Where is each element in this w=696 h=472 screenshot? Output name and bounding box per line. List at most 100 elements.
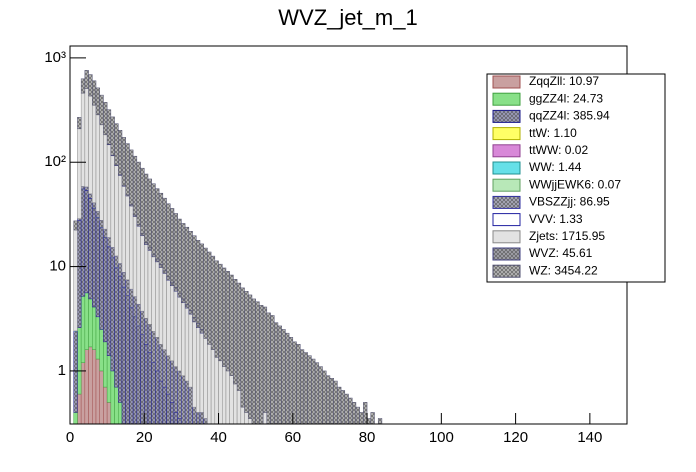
- histogram-bar: [170, 285, 175, 362]
- histogram-bar: [240, 406, 245, 425]
- histogram-bar: [196, 323, 201, 328]
- legend-box: [486, 73, 666, 283]
- histogram-bar: [151, 331, 156, 363]
- histogram-bar: [99, 220, 104, 228]
- histogram-bar: [114, 255, 119, 268]
- y-tick-label: 10³: [44, 49, 66, 66]
- histogram-bar: [136, 304, 141, 326]
- histogram-bar: [325, 375, 331, 425]
- histogram-bar: [177, 293, 182, 298]
- legend-swatch: [492, 195, 521, 209]
- histogram-bar: [296, 344, 301, 425]
- histogram-bar: [140, 233, 145, 237]
- histogram-bar: [110, 155, 115, 248]
- histogram-bar: [199, 329, 204, 334]
- histogram-bar: [144, 173, 149, 243]
- legend-label: qqZZ4l: 385.94: [529, 109, 610, 123]
- histogram-bar: [158, 380, 164, 425]
- histogram-bar: [110, 247, 115, 259]
- legend-label: Zjets: 1715.95: [529, 229, 605, 243]
- histogram-bar: [84, 186, 89, 191]
- histogram-bar: [277, 325, 282, 425]
- histogram-bar: [114, 123, 119, 166]
- histogram-bar: [84, 88, 89, 188]
- histogram-bar: [155, 370, 160, 425]
- histogram-bar: [262, 306, 268, 413]
- histogram-bar: [106, 144, 112, 238]
- histogram-bar: [270, 315, 275, 425]
- legend-label: ttW: 1.10: [529, 126, 577, 140]
- histogram-bar: [132, 316, 138, 425]
- histogram-bar: [247, 294, 253, 419]
- histogram-bar: [125, 279, 130, 297]
- legend-swatch: [492, 178, 521, 192]
- histogram-bar: [77, 220, 82, 328]
- histogram-bar: [140, 235, 145, 312]
- histogram-bar: [129, 205, 134, 290]
- histogram-bar: [77, 128, 82, 219]
- histogram-bar: [214, 260, 219, 358]
- histogram-bar: [266, 312, 271, 425]
- histogram-bar: [140, 334, 145, 425]
- histogram-bar: [188, 386, 193, 425]
- histogram-bar: [118, 130, 123, 175]
- histogram-bar: [203, 247, 208, 339]
- histogram-bar: [221, 267, 227, 367]
- histogram-bar: [158, 344, 164, 382]
- histogram-bar: [162, 273, 167, 350]
- legend-swatch: [492, 247, 521, 261]
- histogram-bar: [95, 114, 100, 212]
- histogram-bar: [106, 246, 112, 356]
- histogram-bar: [210, 349, 216, 425]
- histogram-bar: [88, 198, 93, 300]
- histogram-bar: [77, 393, 82, 425]
- histogram-bar: [73, 220, 78, 231]
- histogram-bar: [121, 186, 126, 273]
- histogram-bar: [214, 357, 219, 425]
- histogram-bar: [262, 412, 268, 425]
- histogram-bar: [351, 402, 357, 425]
- histogram-bar: [155, 188, 160, 260]
- legend-swatch: [492, 144, 521, 158]
- histogram-bar: [144, 317, 149, 345]
- histogram-bar: [99, 124, 104, 221]
- histogram-bar: [114, 267, 119, 388]
- histogram-bar: [221, 366, 227, 425]
- histogram-bar: [318, 366, 323, 425]
- histogram-bar: [92, 208, 97, 308]
- histogram-bar: [73, 229, 78, 332]
- histogram-bar: [136, 325, 141, 425]
- x-tick-label: 0: [66, 429, 74, 446]
- histogram-bar: [103, 102, 108, 135]
- x-tick-label: 80: [359, 429, 376, 446]
- histogram-bar: [181, 298, 186, 304]
- histogram-bar: [121, 272, 126, 288]
- histogram-bar: [162, 197, 167, 271]
- legend-swatch: [492, 109, 521, 123]
- histogram-bar: [370, 412, 375, 425]
- legend-label: ZqqZll: 10.97: [529, 74, 599, 88]
- histogram-bar: [99, 94, 104, 125]
- x-tick-label: 60: [284, 429, 301, 446]
- histogram-bar: [303, 352, 308, 425]
- histogram-bar: [80, 92, 86, 187]
- histogram-bar: [144, 242, 149, 245]
- histogram-bar: [329, 378, 334, 425]
- histogram-bar: [95, 217, 100, 318]
- histogram-bar: [173, 287, 178, 292]
- histogram-bar: [244, 412, 249, 425]
- histogram-bar: [125, 195, 130, 280]
- histogram-bar: [299, 349, 305, 425]
- histogram-bar: [155, 261, 160, 338]
- x-tick-label: 140: [577, 429, 602, 446]
- legend-swatch: [492, 75, 521, 89]
- histogram-bar: [199, 243, 204, 330]
- histogram-bar: [147, 352, 152, 425]
- histogram: [73, 70, 383, 425]
- histogram-bar: [173, 412, 178, 425]
- histogram-bar: [84, 349, 89, 425]
- histogram-bar: [106, 237, 112, 247]
- histogram-bar: [132, 155, 138, 216]
- histogram-bar: [184, 380, 190, 425]
- histogram-bar: [84, 190, 89, 294]
